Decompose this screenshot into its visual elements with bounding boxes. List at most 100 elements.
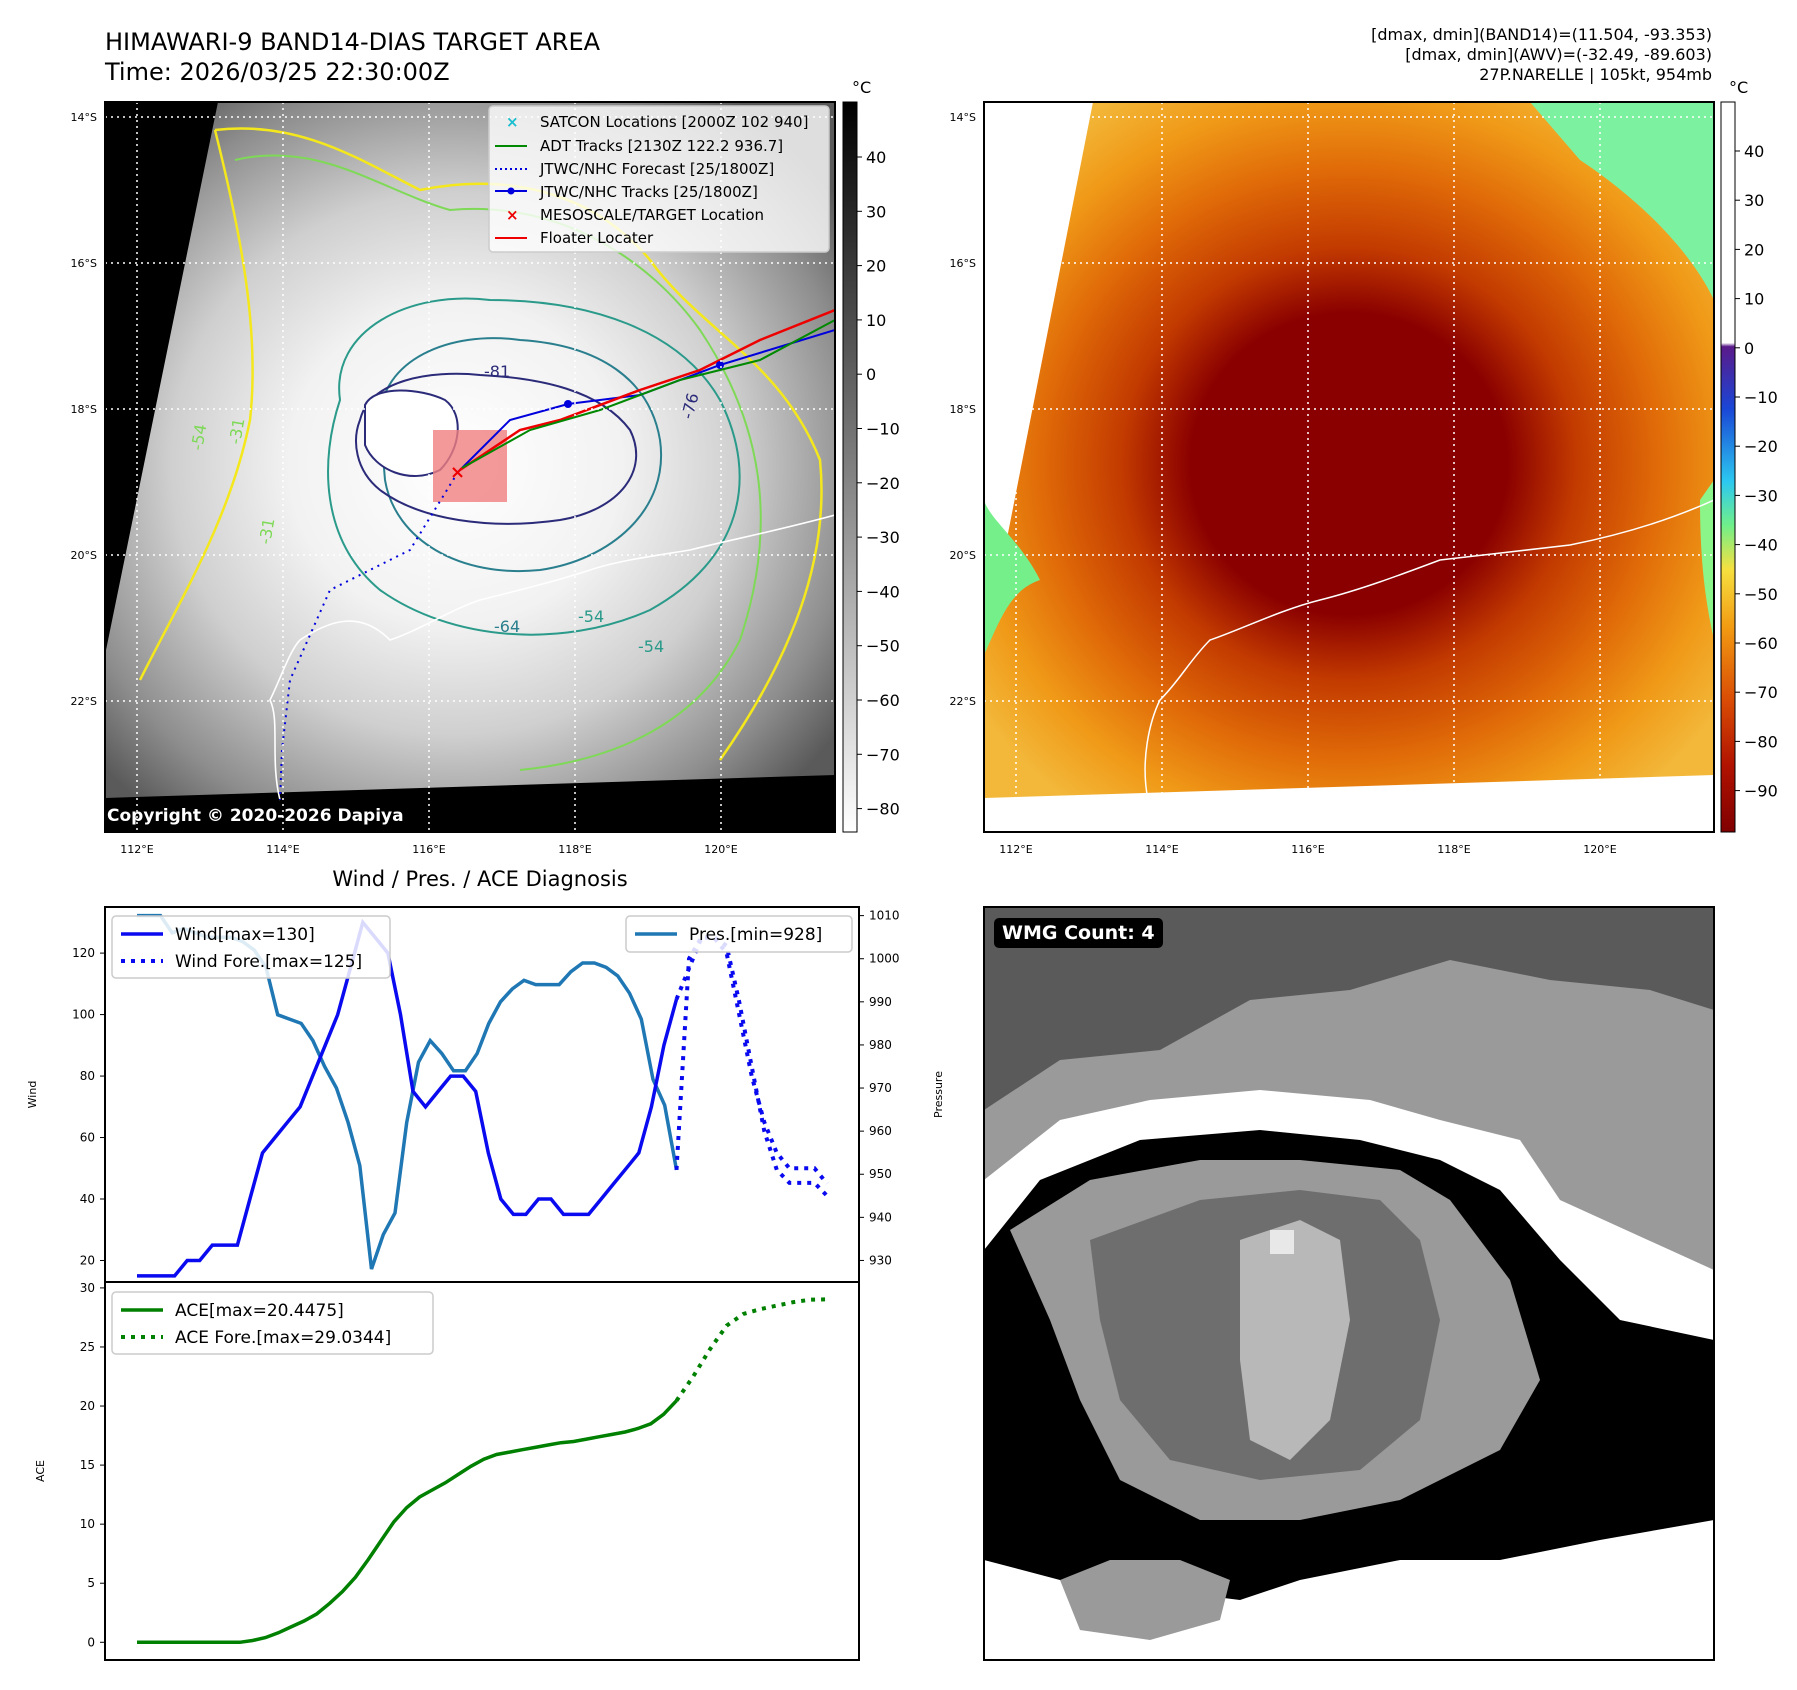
legend-icon-mesoscale: × bbox=[506, 206, 519, 224]
colorbar-tick-label: 30 bbox=[1744, 191, 1764, 210]
lon-label: 112°E bbox=[999, 843, 1032, 856]
y-axis-label: ACE bbox=[34, 1460, 47, 1482]
lon-label: 116°E bbox=[1291, 843, 1324, 856]
legend-icon-jtwc-track-dot bbox=[507, 187, 515, 195]
map-legend: × SATCON Locations [2000Z 102 940] ADT T… bbox=[488, 105, 830, 253]
y2-tick-label: 950 bbox=[869, 1167, 892, 1181]
y2-tick-label: 990 bbox=[869, 995, 892, 1009]
y2-tick-label: 1010 bbox=[869, 909, 900, 923]
diagnosis-title: Wind / Pres. / ACE Diagnosis bbox=[332, 867, 627, 891]
y-tick-label: 40 bbox=[80, 1192, 95, 1206]
colorbar-tick-label: −90 bbox=[1744, 782, 1778, 801]
legend-label-jtwc-forecast: JTWC/NHC Forecast [25/1800Z] bbox=[539, 160, 774, 178]
ace-chart: 0 5 10 15 20 25 30 ACE ACE[max=20.4475] ACE Fore.… bbox=[34, 1281, 860, 1661]
colorbar-tick-label: 20 bbox=[1744, 240, 1764, 259]
colorbar-tick-label: −60 bbox=[866, 691, 900, 710]
contour-label: -54 bbox=[638, 637, 664, 656]
colorbar-tick-label: −40 bbox=[1744, 536, 1778, 555]
lon-label: 114°E bbox=[266, 843, 299, 856]
y-tick-label: 5 bbox=[87, 1576, 95, 1590]
coastline bbox=[269, 514, 835, 801]
legend-box bbox=[111, 915, 391, 979]
y-tick-label: 30 bbox=[80, 1281, 95, 1295]
lat-label: 16°S bbox=[950, 257, 976, 270]
legend-label-wind: Wind[max=130] bbox=[175, 925, 315, 945]
colorbar-tick-label: −60 bbox=[1744, 634, 1778, 653]
colorbar-tick-label: 40 bbox=[866, 148, 886, 167]
colorbar-tick-label: −10 bbox=[1744, 388, 1778, 407]
colorbar-tick-label: −80 bbox=[1744, 732, 1778, 751]
floater-track bbox=[459, 308, 835, 472]
legend-box bbox=[111, 1291, 434, 1355]
colorbar-tick-label: 10 bbox=[866, 311, 886, 330]
legend-label-mesoscale: MESOSCALE/TARGET Location bbox=[540, 206, 764, 224]
legend-box bbox=[488, 105, 830, 253]
contour-label: -31 bbox=[255, 517, 278, 546]
legend-label-pressure: Pres.[min=928] bbox=[689, 925, 822, 945]
y-tick-label: 20 bbox=[80, 1253, 95, 1267]
awv-swath bbox=[984, 102, 1714, 798]
lon-label: 118°E bbox=[1437, 843, 1470, 856]
y-tick-label: 60 bbox=[80, 1131, 95, 1145]
colorbar-unit: °C bbox=[852, 78, 871, 97]
adt-track bbox=[461, 319, 835, 469]
lon-label: 118°E bbox=[558, 843, 591, 856]
wind-line bbox=[137, 918, 679, 1278]
colorbar-tick-label: −20 bbox=[866, 474, 900, 493]
colorbar-tick-label: −70 bbox=[866, 745, 900, 764]
lat-label: 22°S bbox=[71, 695, 97, 708]
y-tick-label: 25 bbox=[80, 1340, 95, 1354]
ace-forecast-line bbox=[674, 1297, 828, 1402]
figure-title-line2: Time: 2026/03/25 22:30:00Z bbox=[104, 58, 450, 86]
y-tick-label: 20 bbox=[80, 1399, 95, 1413]
lon-label: 114°E bbox=[1145, 843, 1178, 856]
colorbar-tick-label: 0 bbox=[1744, 339, 1754, 358]
colorbar-tick-label: 40 bbox=[1744, 142, 1764, 161]
colorbar-tick-label: 0 bbox=[866, 365, 876, 384]
lon-label: 116°E bbox=[412, 843, 445, 856]
pressure-legend: Pres.[min=928] bbox=[625, 915, 853, 953]
lon-label: 112°E bbox=[120, 843, 153, 856]
colorbar-tick-label: 30 bbox=[866, 202, 886, 221]
lat-label: 18°S bbox=[71, 403, 97, 416]
legend-label-wind-forecast: Wind Fore.[max=125] bbox=[175, 952, 362, 972]
legend-box bbox=[625, 915, 853, 953]
figure-title-line1: HIMAWARI-9 BAND14-DIAS TARGET AREA bbox=[105, 28, 601, 56]
y2-tick-label: 930 bbox=[869, 1253, 892, 1267]
lat-label: 16°S bbox=[71, 257, 97, 270]
y2-tick-label: 1000 bbox=[869, 952, 900, 966]
y-tick-label: 10 bbox=[80, 1517, 95, 1531]
colorbar bbox=[1720, 101, 1736, 833]
y2-axis-label: Pressure bbox=[932, 1071, 945, 1118]
wmg-lower-gray bbox=[1060, 1560, 1230, 1640]
wind-pressure-chart: 20 40 60 80 100 120 930 940 950 960 970 980 990 1000 1… bbox=[26, 906, 945, 1283]
colorbar-tick-label: −80 bbox=[866, 800, 900, 819]
awv-dry-region bbox=[1700, 480, 1714, 640]
contour-outer bbox=[138, 127, 823, 761]
y-tick-label: 15 bbox=[80, 1458, 95, 1472]
legend-label-floater: Floater Locater bbox=[540, 229, 654, 247]
y-axis-label: Wind bbox=[26, 1081, 39, 1109]
wmg-eye-pixel bbox=[1270, 1230, 1294, 1254]
lat-label: 14°S bbox=[950, 111, 976, 124]
y-tick-label: 80 bbox=[80, 1069, 95, 1083]
legend-label-jtwc-track: JTWC/NHC Tracks [25/1800Z] bbox=[539, 183, 758, 201]
colorbar-tick-label: −30 bbox=[1744, 486, 1778, 505]
legend-label-ace-forecast: ACE Fore.[max=29.0344] bbox=[175, 1328, 391, 1348]
contour-label: -64 bbox=[494, 617, 520, 636]
jtwc-track-point bbox=[564, 400, 572, 408]
contour-teal-2 bbox=[378, 337, 663, 572]
awv-dry-region bbox=[1530, 102, 1714, 300]
contour-teal-1 bbox=[327, 297, 741, 636]
legend-label-satcon: SATCON Locations [2000Z 102 940] bbox=[540, 113, 808, 131]
y2-tick-label: 960 bbox=[869, 1124, 892, 1138]
ace-line bbox=[137, 1399, 678, 1645]
contour-navy-1 bbox=[355, 372, 638, 525]
colorbar-ticks: 40 30 20 10 0 −10 −20 −30 −40 −50 −60 −70 −80 bbox=[857, 148, 900, 819]
lat-label: 22°S bbox=[950, 695, 976, 708]
colorbar-tick-label: −50 bbox=[866, 637, 900, 656]
lat-label: 14°S bbox=[71, 111, 97, 124]
wmg-frame bbox=[983, 906, 1715, 1661]
copyright-text: Copyright © 2020-2026 Dapiya bbox=[107, 806, 404, 826]
